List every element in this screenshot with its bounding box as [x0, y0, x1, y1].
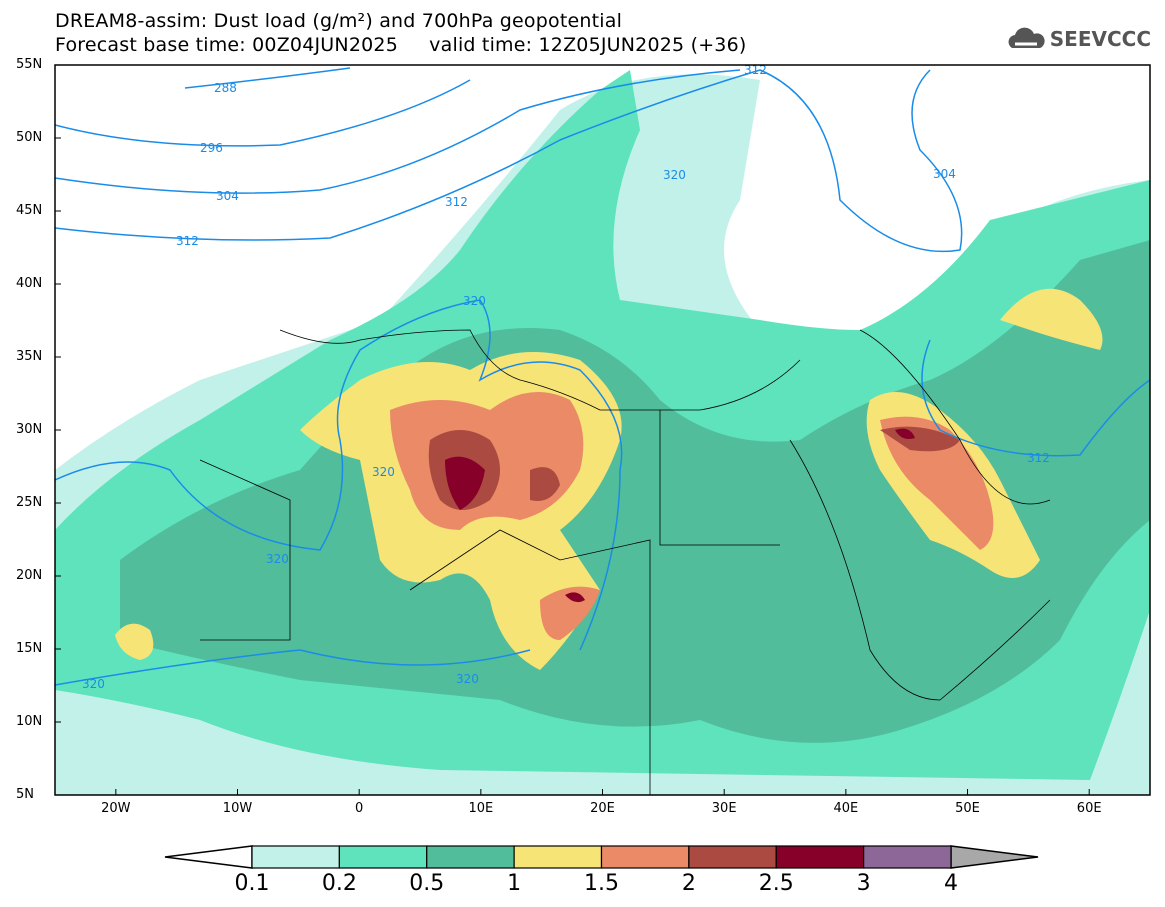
contour-label: 320	[372, 465, 395, 479]
contour-label: 312	[1027, 451, 1050, 465]
contour-label: 320	[663, 168, 686, 182]
colorbar-swatch	[600, 845, 690, 869]
lat-tick-label: 25N	[16, 495, 43, 510]
lat-tick-label: 45N	[16, 203, 43, 218]
contour-label: 304	[933, 167, 956, 181]
colorbar-over-arrow	[950, 845, 1039, 869]
contour-label: 320	[456, 672, 479, 686]
lat-tick-label: 5N	[16, 787, 34, 802]
contour-label: 312	[176, 234, 199, 248]
lon-tick-label: 50E	[955, 801, 980, 816]
lon-tick-label: 40E	[833, 801, 859, 816]
lat-tick-label: 15N	[16, 641, 43, 656]
dust-level-2.5	[565, 592, 585, 603]
geopotential-contours	[55, 67, 1150, 686]
seevccc-logo: SEEVCCC	[1006, 26, 1151, 52]
colorbar-swatch	[338, 845, 428, 869]
dust-level-2.5	[445, 456, 485, 510]
colorbar-label: 0.5	[409, 871, 445, 896]
colorbar-label: 0.2	[321, 871, 357, 896]
contour-label: 296	[200, 141, 223, 155]
lon-tick-label: 20W	[101, 801, 131, 816]
colorbar-label: 1.5	[584, 871, 619, 896]
country-borders	[199, 329, 1051, 795]
lon-tick-label: 0	[355, 801, 364, 816]
lon-tick-label: 20E	[590, 801, 615, 816]
lat-tick-label: 35N	[16, 349, 43, 364]
lat-tick-label: 50N	[16, 130, 43, 145]
colorbar-label: 4	[944, 871, 958, 896]
logo-text: SEEVCCC	[1049, 27, 1151, 51]
contour-label: 304	[216, 189, 239, 203]
colorbar-label: 1	[507, 871, 522, 896]
contour-labels: 288 296 304 312 312 320 320 320 320 320 …	[82, 63, 1050, 691]
colorbar-swatch	[513, 845, 603, 869]
colorbar-swatch	[251, 845, 340, 869]
dust-load-field: 288 296 304 312 312 320 320 320 320 320 …	[55, 63, 1150, 795]
contour-label: 320	[463, 294, 486, 308]
forecast-times: Forecast base time: 00Z04JUN2025 valid t…	[55, 34, 747, 56]
colorbar-label: 2	[681, 871, 696, 896]
map-title: DREAM8-assim: Dust load (g/m²) and 700hP…	[55, 10, 623, 32]
lat-tick-label: 30N	[16, 422, 43, 437]
colorbar-label: 0.1	[234, 871, 270, 896]
colorbar	[164, 845, 1039, 869]
dust-level-1	[115, 623, 154, 660]
contour-label: 312	[445, 195, 468, 209]
colorbar-under-arrow	[164, 845, 253, 869]
lat-tick-label: 40N	[16, 276, 43, 291]
dust-level-0.5	[120, 240, 1150, 743]
colorbar-label: 2.5	[758, 871, 794, 896]
lon-tick-label: 10W	[222, 801, 253, 816]
colorbar-swatch	[688, 845, 777, 869]
colorbar-swatch	[775, 845, 865, 869]
lat-tick-label: 55N	[16, 57, 43, 72]
contour-label: 320	[266, 552, 289, 566]
lon-tick-label: 10E	[468, 801, 494, 816]
lon-tick-label: 60E	[1076, 801, 1102, 816]
lat-tick-label: 10N	[16, 714, 43, 729]
colorbar-swatch	[426, 845, 515, 869]
contour-label: 320	[82, 677, 105, 691]
lat-tick-label: 20N	[16, 568, 43, 583]
colorbar-label: 3	[856, 871, 871, 896]
dust-level-2	[530, 467, 560, 501]
contour-label: 288	[214, 81, 237, 95]
contour-label: 312	[744, 63, 767, 77]
colorbar-swatch	[863, 845, 952, 869]
dust-level-1	[1000, 288, 1103, 350]
dust-level-2.5	[895, 428, 915, 439]
lon-tick-label: 30E	[711, 801, 737, 816]
cloud-icon	[1008, 27, 1045, 48]
